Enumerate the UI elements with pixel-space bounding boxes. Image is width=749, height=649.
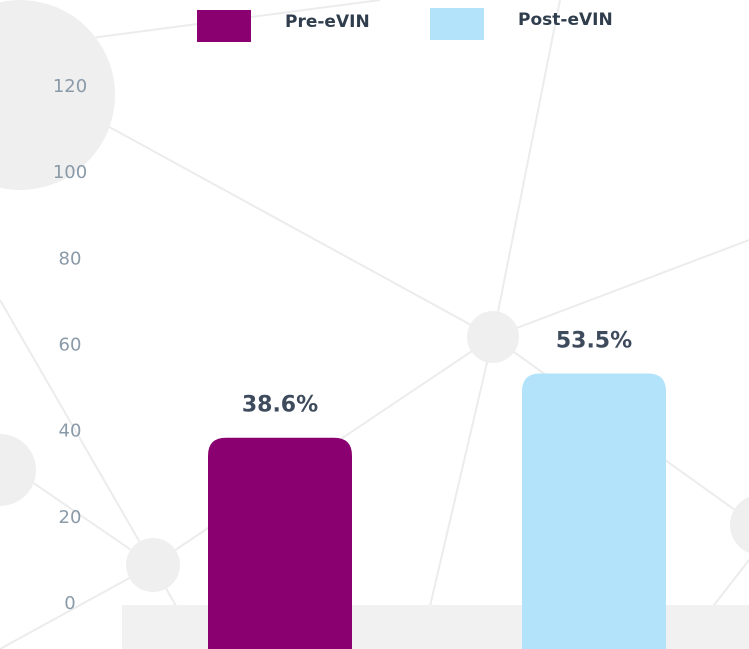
y-tick-label: 40 xyxy=(59,421,82,442)
y-tick-label: 0 xyxy=(64,593,75,614)
legend-label: Post-eVIN xyxy=(518,10,613,30)
y-tick-label: 80 xyxy=(59,248,82,269)
data-label: 38.6% xyxy=(242,393,318,418)
bar xyxy=(522,373,666,649)
legend-label: Pre-eVIN xyxy=(285,12,370,32)
bar xyxy=(208,437,352,649)
legend-swatch xyxy=(430,8,484,40)
y-tick-label: 60 xyxy=(59,335,82,356)
y-tick-label: 100 xyxy=(53,162,87,183)
data-label: 53.5% xyxy=(556,329,632,354)
legend-swatch xyxy=(197,10,251,42)
y-tick-label: 120 xyxy=(53,76,87,97)
y-tick-label: 20 xyxy=(59,507,82,528)
